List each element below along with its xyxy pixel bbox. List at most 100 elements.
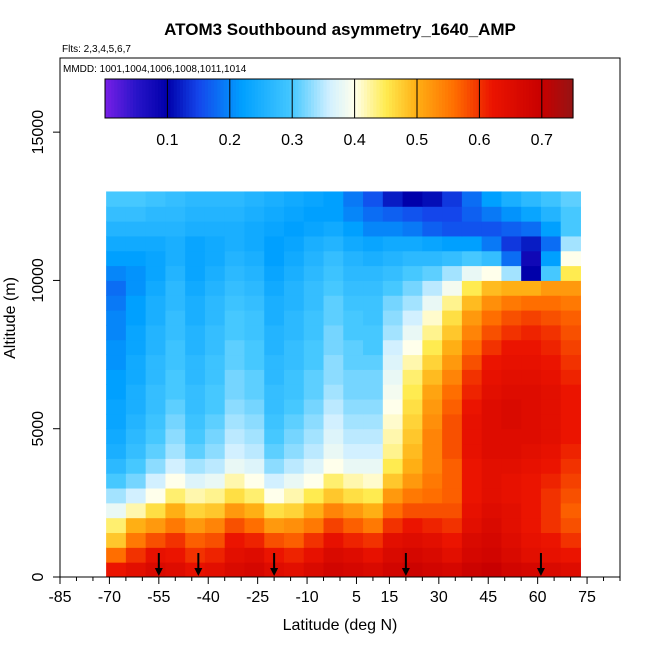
heatmap-cell bbox=[185, 413, 206, 430]
heatmap-cell bbox=[244, 562, 265, 578]
colorbar-swatch bbox=[142, 79, 147, 118]
heatmap-cell bbox=[323, 250, 344, 267]
colorbar-swatch bbox=[276, 79, 281, 118]
heatmap-cell bbox=[461, 473, 483, 489]
heatmap-cell bbox=[501, 310, 522, 326]
colorbar-swatch bbox=[292, 79, 296, 118]
heatmap-cell bbox=[560, 502, 581, 519]
colorbar-swatch bbox=[526, 79, 530, 118]
dates-label: MMDD: 1001,1004,1006,1008,1011,1014 bbox=[63, 64, 247, 75]
colorbar-swatch bbox=[354, 79, 359, 118]
colorbar-swatch bbox=[126, 79, 131, 118]
heatmap-cell bbox=[224, 280, 245, 296]
heatmap-cell bbox=[402, 369, 423, 385]
heatmap-cell bbox=[382, 250, 404, 267]
colorbar-swatch bbox=[229, 79, 234, 118]
heatmap-cell bbox=[540, 354, 562, 370]
heatmap-cell bbox=[224, 547, 245, 563]
heatmap-cell bbox=[224, 310, 245, 326]
heatmap-cell bbox=[521, 458, 542, 474]
profile-arrowhead bbox=[270, 568, 279, 576]
heatmap-cell bbox=[442, 547, 463, 563]
heatmap-cell bbox=[461, 517, 483, 534]
heatmap-cell bbox=[402, 191, 423, 207]
heatmap-cell bbox=[106, 384, 127, 400]
heatmap-cell bbox=[442, 488, 463, 504]
heatmap-cell bbox=[264, 502, 285, 519]
heatmap-cell bbox=[560, 191, 581, 207]
heatmap-cell bbox=[363, 354, 384, 370]
heatmap-cell bbox=[540, 206, 562, 222]
colorbar-swatch bbox=[507, 79, 512, 118]
heatmap-cell bbox=[382, 384, 404, 400]
heatmap-cell bbox=[204, 339, 226, 356]
colorbar-swatch bbox=[201, 79, 206, 118]
colorbar-swatch bbox=[207, 79, 212, 118]
heatmap-cell bbox=[422, 295, 443, 311]
heatmap-cell bbox=[244, 324, 265, 341]
heatmap-cell bbox=[521, 235, 542, 252]
heatmap-cell bbox=[185, 369, 206, 385]
heatmap-cell bbox=[402, 384, 423, 400]
heatmap-cell bbox=[323, 280, 344, 296]
heatmap-cell bbox=[244, 517, 265, 534]
heatmap-cell bbox=[560, 488, 581, 504]
heatmap-cell bbox=[560, 413, 581, 430]
heatmap-cell bbox=[165, 428, 186, 445]
heatmap-cell bbox=[224, 532, 245, 548]
colorbar-swatch bbox=[491, 79, 496, 118]
heatmap-cell bbox=[204, 369, 226, 385]
heatmap-cell bbox=[343, 384, 364, 400]
heatmap-cell bbox=[481, 532, 502, 548]
heatmap-cell bbox=[165, 458, 186, 474]
heatmap-cell bbox=[185, 235, 206, 252]
heatmap-cell bbox=[501, 265, 522, 281]
colorbar-swatch bbox=[326, 79, 331, 118]
heatmap-cell bbox=[264, 221, 285, 237]
heatmap-cell bbox=[125, 265, 147, 281]
colorbar-swatch bbox=[385, 79, 390, 118]
heatmap-cell bbox=[481, 354, 502, 370]
heatmap-cell bbox=[481, 310, 502, 326]
heatmap-cell bbox=[224, 413, 245, 430]
heatmap-cell bbox=[106, 339, 127, 356]
heatmap-cell bbox=[560, 473, 581, 489]
heatmap-cell bbox=[145, 488, 166, 504]
heatmap-cell bbox=[185, 399, 206, 415]
heatmap-cell bbox=[224, 354, 245, 370]
heatmap-cell bbox=[204, 191, 226, 207]
heatmap-cell bbox=[303, 488, 325, 504]
colorbar-swatch bbox=[133, 79, 137, 118]
heatmap-cell bbox=[303, 399, 325, 415]
heatmap-cell bbox=[521, 369, 542, 385]
heatmap-cell bbox=[185, 265, 206, 281]
heatmap-cell bbox=[560, 295, 581, 311]
colorbar-swatch bbox=[211, 79, 215, 118]
heatmap-cell bbox=[343, 310, 364, 326]
heatmap-cell bbox=[303, 280, 325, 296]
colorbar-swatch bbox=[451, 79, 456, 118]
heatmap-cell bbox=[145, 399, 166, 415]
heatmap-cell bbox=[204, 413, 226, 430]
heatmap-cell bbox=[343, 488, 364, 504]
heatmap-cell bbox=[224, 324, 245, 341]
heatmap-cell bbox=[185, 295, 206, 311]
heatmap-cell bbox=[303, 250, 325, 267]
heatmap-cell bbox=[145, 206, 166, 222]
heatmap-cell bbox=[382, 473, 404, 489]
colorbar-swatch bbox=[195, 79, 200, 118]
colorbar-swatch bbox=[223, 79, 228, 118]
heatmap-cell bbox=[323, 399, 344, 415]
heatmap-cell bbox=[382, 399, 404, 415]
heatmap-cell bbox=[145, 473, 166, 489]
heatmap-cell bbox=[204, 502, 226, 519]
colorbar-swatch bbox=[348, 79, 353, 118]
heatmap-cell bbox=[264, 310, 285, 326]
heatmap-cell bbox=[244, 206, 265, 222]
heatmap-cell bbox=[382, 413, 404, 430]
heatmap-cell bbox=[165, 532, 186, 548]
heatmap-cell bbox=[363, 517, 384, 534]
colorbar-swatch bbox=[167, 79, 172, 118]
colorbar-swatch bbox=[145, 79, 150, 118]
heatmap-cell bbox=[106, 517, 127, 534]
